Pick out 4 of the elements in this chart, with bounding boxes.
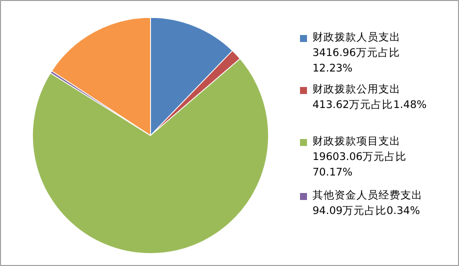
legend-label: 财政拨款人员支出 3416.96万元占比 12.23% — [312, 30, 400, 75]
legend-label: 财政拨款公用支出 413.62万元占比1.48% — [312, 82, 427, 112]
legend-label: 财政拨款项目支出 19603.06万元占比 70.17% — [312, 134, 407, 179]
legend-label: 其他资金人员经费支出 94.09万元占比0.34% — [312, 188, 422, 218]
